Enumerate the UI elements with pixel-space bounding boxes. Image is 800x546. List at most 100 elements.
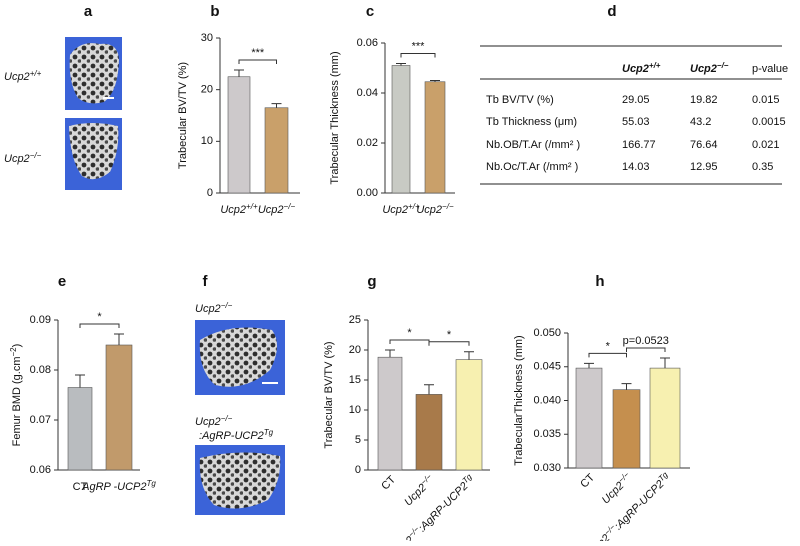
image-label-sup: Tg bbox=[264, 428, 274, 437]
x-tick-label: Ucp2+/+ bbox=[382, 202, 420, 217]
x-tick-label-sup: +/+ bbox=[246, 202, 258, 211]
y-tick-label: 0.06 bbox=[30, 464, 51, 476]
y-axis-label: TrabecularThickness (mm) bbox=[513, 335, 525, 465]
y-tick-label: 20 bbox=[201, 84, 213, 96]
table-cell: 166.77 bbox=[622, 139, 656, 151]
bar bbox=[377, 356, 403, 471]
x-tick-label-part: CT bbox=[73, 481, 88, 493]
table-row-label: Nb.Oc/T.Ar (/mm² ) bbox=[486, 161, 578, 173]
panel-letter: d bbox=[607, 3, 616, 20]
x-tick-label: AgRP -UCP2Tg bbox=[81, 479, 156, 494]
y-tick-label: 0.040 bbox=[533, 394, 561, 406]
bone-section bbox=[69, 43, 119, 104]
y-axis-label: Femur BMD (g.cm−2) bbox=[9, 344, 24, 447]
significance-label: p=0.0523 bbox=[623, 335, 669, 347]
y-tick-label: 0.035 bbox=[533, 428, 561, 440]
image-label-sup: −/− bbox=[221, 301, 233, 310]
error-bar bbox=[424, 384, 434, 395]
y-tick-label: 10 bbox=[349, 404, 361, 416]
table-cell: 0.0015 bbox=[752, 116, 786, 128]
error-bar bbox=[271, 103, 282, 108]
bar bbox=[391, 65, 411, 194]
y-tick-label: 0.04 bbox=[357, 87, 378, 99]
table-cell: 76.64 bbox=[690, 139, 718, 151]
significance-bracket bbox=[588, 352, 627, 358]
significance-bracket bbox=[428, 341, 470, 346]
significance-bracket bbox=[400, 53, 436, 58]
x-tick-label: Ucp2+/+ bbox=[220, 202, 258, 217]
y-tick-label: 20 bbox=[349, 344, 361, 356]
x-tick-label-sup: +/+ bbox=[408, 202, 420, 211]
image-label-part: Ucp2 bbox=[4, 153, 30, 165]
table-header: p-value bbox=[752, 63, 788, 75]
bar bbox=[415, 394, 443, 471]
x-tick-label: Ucp2−/− bbox=[258, 202, 296, 217]
panel-letter: a bbox=[84, 3, 93, 20]
image-label-part: Ucp2 bbox=[195, 303, 221, 315]
y-tick-label: 15 bbox=[349, 374, 361, 386]
image-label-part: :AgRP-UCP2 bbox=[199, 430, 264, 442]
table-cell: 0.015 bbox=[752, 94, 780, 106]
y-axis-label-part: TrabecularThickness (mm) bbox=[513, 335, 525, 465]
error-bar bbox=[430, 80, 440, 82]
bar bbox=[455, 359, 483, 471]
x-tick-label: Ucp2−/− bbox=[598, 470, 635, 507]
table-cell: 12.95 bbox=[690, 161, 718, 173]
y-axis-label: Trabecular BV/TV (%) bbox=[177, 62, 189, 169]
y-tick-label: 0.050 bbox=[533, 327, 561, 339]
y-tick-label: 0 bbox=[355, 464, 361, 476]
bone-section bbox=[199, 327, 278, 387]
y-axis-label-sup: −2 bbox=[9, 347, 18, 357]
panel-letter: b bbox=[210, 3, 219, 20]
y-tick-label: 0.00 bbox=[357, 187, 378, 199]
bone-section bbox=[199, 452, 281, 509]
table-row-label: Tb Thickness (μm) bbox=[486, 116, 577, 128]
image-label: Ucp2+/+ bbox=[4, 69, 42, 84]
significance-bracket bbox=[389, 339, 430, 344]
image-label: :AgRP-UCP2Tg bbox=[199, 428, 274, 443]
x-tick-label-part: CT bbox=[379, 473, 398, 492]
x-tick-label-sup: Tg bbox=[147, 479, 157, 488]
y-axis-label-part: Trabecular Thickness (mm) bbox=[329, 51, 341, 184]
y-tick-label: 0.09 bbox=[30, 314, 51, 326]
error-bar bbox=[114, 333, 124, 345]
significance-bracket bbox=[626, 347, 666, 352]
significance-label: *** bbox=[251, 47, 265, 59]
significance-label: * bbox=[407, 327, 412, 339]
table-header-part: p-value bbox=[752, 63, 788, 75]
y-tick-label: 0 bbox=[207, 187, 213, 199]
bar bbox=[575, 367, 603, 469]
x-tick-label: Ucp2−/−:AgRP-UCP2Tg bbox=[584, 469, 673, 541]
bar bbox=[424, 81, 446, 194]
x-tick-label-part: CT bbox=[578, 471, 597, 490]
error-bar bbox=[660, 357, 670, 369]
table-header-part: Ucp2 bbox=[622, 63, 649, 75]
x-tick-label-sup: −/− bbox=[284, 202, 296, 211]
x-tick-label-part: Ucp2 bbox=[258, 204, 284, 216]
y-tick-label: 30 bbox=[201, 32, 213, 44]
table-cell: 14.03 bbox=[622, 161, 650, 173]
x-tick-label: CT bbox=[73, 481, 88, 493]
x-tick-label: CT bbox=[578, 471, 597, 490]
x-tick-label: CT bbox=[379, 473, 398, 492]
x-tick-label: Ucp2−/− bbox=[401, 472, 438, 509]
x-tick-label: Ucp2−/− bbox=[416, 202, 454, 217]
y-axis-label-part: ) bbox=[11, 344, 23, 348]
table-header-sup: +/+ bbox=[649, 61, 661, 70]
x-tick-label-part: Ucp2 bbox=[382, 204, 408, 216]
significance-label: * bbox=[97, 311, 102, 323]
y-axis-label: Trabecular BV/TV (%) bbox=[323, 341, 335, 448]
y-tick-label: 10 bbox=[201, 135, 213, 147]
image-label-sup: −/− bbox=[221, 414, 233, 423]
table-cell: 29.05 bbox=[622, 94, 650, 106]
bone-section bbox=[69, 123, 119, 180]
image-label: Ucp2−/− bbox=[4, 151, 42, 166]
error-bar bbox=[385, 349, 395, 358]
bar bbox=[105, 344, 133, 471]
panel-letter: h bbox=[595, 273, 604, 290]
y-tick-label: 25 bbox=[349, 314, 361, 326]
significance-bracket bbox=[238, 59, 277, 65]
table-header: Ucp2+/+ bbox=[622, 61, 661, 76]
image-label-sup: +/+ bbox=[30, 69, 42, 78]
image-label-part: Ucp2 bbox=[195, 416, 221, 428]
